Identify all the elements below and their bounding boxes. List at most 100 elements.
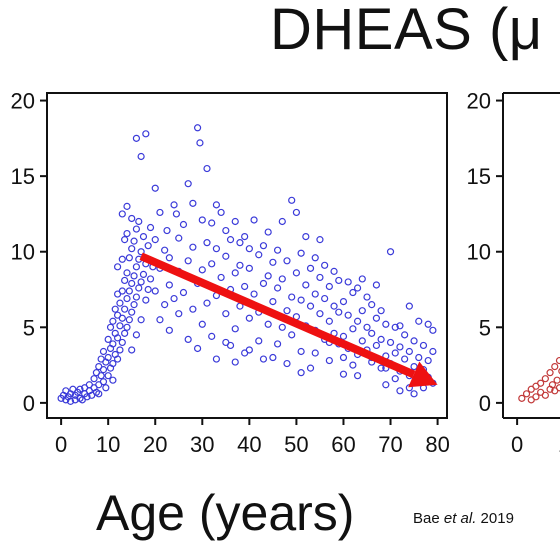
data-point [198, 266, 206, 274]
data-point [382, 381, 390, 389]
data-point [302, 233, 310, 241]
data-point [125, 287, 133, 295]
data-point [358, 337, 366, 345]
x-tick-label: 1 [558, 432, 560, 457]
y-tick-label: 5 [479, 315, 491, 340]
data-point [292, 269, 301, 277]
data-point [391, 349, 399, 357]
data-point [306, 364, 315, 372]
data-point [165, 326, 173, 334]
data-point [184, 335, 192, 343]
data-point [250, 216, 258, 224]
data-point [245, 314, 253, 322]
data-point [203, 164, 211, 173]
data-point [553, 376, 560, 384]
data-point [415, 353, 423, 362]
data-point [104, 353, 112, 362]
data-point [111, 305, 119, 313]
data-point [429, 326, 437, 334]
data-point [144, 242, 152, 250]
data-point [184, 180, 192, 188]
x-tick-label: 0 [55, 432, 67, 457]
data-point [123, 323, 131, 331]
data-point [311, 349, 319, 357]
data-point [208, 260, 216, 268]
data-point [118, 210, 126, 218]
data-point [222, 310, 230, 318]
data-point [330, 302, 338, 310]
data-point [217, 273, 225, 282]
data-point [405, 347, 413, 356]
data-point [396, 322, 404, 330]
citation-author: Bae [413, 510, 444, 527]
data-point [179, 288, 188, 297]
data-point [193, 124, 202, 132]
data-point [217, 208, 225, 217]
data-point [123, 294, 131, 303]
data-point [349, 325, 357, 333]
data-point [212, 201, 221, 209]
data-point [546, 369, 554, 377]
data-point [130, 301, 138, 309]
data-point [179, 220, 188, 229]
data-point [391, 375, 399, 383]
data-point [264, 272, 272, 280]
data-point [144, 285, 152, 294]
data-point [255, 251, 263, 259]
data-point [292, 208, 301, 217]
y-tick-label: 0 [479, 391, 491, 416]
data-point [170, 201, 178, 209]
data-point [222, 338, 230, 347]
data-point [288, 293, 296, 301]
data-point [353, 317, 362, 325]
data-point [189, 305, 197, 313]
plot-frame [46, 92, 448, 419]
data-point [278, 323, 286, 331]
data-point [339, 353, 348, 362]
data-point [128, 308, 136, 316]
x-tick-label: 0 [511, 432, 523, 457]
data-point [116, 346, 124, 354]
data-point [297, 369, 305, 377]
data-point [537, 379, 545, 387]
data-point [137, 278, 145, 286]
data-point [231, 358, 239, 366]
data-point [125, 316, 133, 324]
data-point [410, 337, 418, 345]
trend-arrow-head [408, 361, 438, 388]
data-point [259, 279, 268, 288]
data-point [125, 254, 133, 262]
y-tick-label: 10 [11, 240, 35, 265]
data-point [175, 310, 183, 318]
data-point [405, 302, 413, 310]
data-point [245, 346, 253, 354]
data-point [104, 335, 112, 343]
data-point [71, 396, 79, 404]
data-point [151, 287, 159, 295]
data-point [99, 347, 108, 356]
data-point [139, 270, 148, 278]
data-point [548, 381, 557, 389]
data-point [273, 246, 282, 254]
data-point [137, 316, 145, 324]
data-point [113, 355, 122, 363]
data-point [198, 216, 206, 224]
data-point [288, 331, 296, 339]
data-point [90, 375, 98, 383]
data-point [222, 226, 230, 235]
data-point [104, 372, 112, 380]
data-point [175, 234, 183, 242]
data-point [316, 310, 324, 318]
x-tick-label: 60 [331, 432, 355, 457]
data-point [541, 375, 549, 383]
data-point [97, 372, 105, 380]
data-point [278, 275, 286, 283]
data-point [99, 378, 108, 386]
data-point [231, 325, 239, 333]
y-tick-label: 5 [23, 315, 35, 340]
data-point [123, 229, 131, 238]
citation-etal: et al. [443, 510, 477, 527]
data-point [255, 337, 263, 345]
data-point [269, 258, 277, 266]
